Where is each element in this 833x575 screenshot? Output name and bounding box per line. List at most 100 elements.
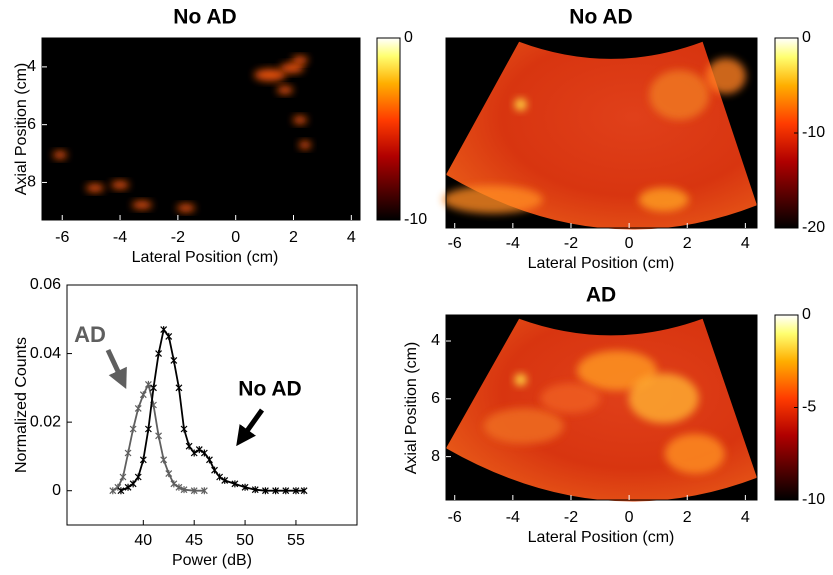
data-marker [190, 449, 198, 457]
data-marker [251, 486, 259, 494]
echo-region [442, 185, 543, 214]
colorbar-tick-label: 0 [802, 306, 811, 323]
data-marker [165, 332, 173, 340]
x-tick-label: 55 [287, 532, 305, 549]
echo-region [577, 350, 658, 391]
x-tick-label: -6 [448, 509, 462, 526]
data-marker [165, 470, 173, 478]
y-tick-label: 8 [431, 448, 440, 465]
echo-region [299, 141, 311, 149]
colorbar-tick-label: -10 [802, 124, 825, 141]
echo-region [628, 373, 699, 424]
y-tick-label: 0 [52, 482, 61, 499]
data-marker [134, 473, 142, 481]
y-tick-label: 0.06 [30, 276, 61, 293]
data-marker [155, 350, 163, 358]
x-axis-label: Lateral Position (cm) [528, 529, 675, 546]
data-marker [144, 380, 152, 388]
data-marker [231, 480, 239, 488]
data-marker [221, 476, 229, 484]
echo-region [540, 383, 601, 414]
data-marker [180, 425, 188, 433]
colorbar [376, 37, 401, 221]
echo-region [86, 184, 104, 192]
data-marker [155, 432, 163, 440]
data-marker [195, 446, 203, 454]
data-marker [180, 486, 188, 494]
echo-region [483, 408, 564, 444]
x-tick-label: 0 [625, 509, 634, 526]
y-axis-label: Axial Position (cm) [403, 342, 420, 474]
echo-region [254, 69, 286, 81]
echo-region [664, 433, 725, 474]
echo-region [705, 58, 746, 94]
x-tick-label: 40 [134, 532, 152, 549]
data-marker [109, 487, 117, 495]
chart-title: No AD [569, 6, 632, 29]
data-marker [134, 404, 142, 412]
data-marker [129, 425, 137, 433]
echo-region [638, 187, 689, 212]
colorbar-tick-label: -10 [404, 211, 427, 228]
data-marker [241, 483, 249, 491]
data-marker [206, 456, 213, 464]
annotation-arrow [105, 348, 127, 390]
data-marker [139, 391, 147, 399]
data-marker [144, 425, 152, 433]
data-marker [160, 326, 168, 334]
x-tick-label: -4 [506, 509, 520, 526]
x-axis-label: Lateral Position (cm) [132, 249, 279, 266]
echo-region [649, 70, 710, 120]
colorbar-tick-label: -10 [802, 491, 825, 508]
x-tick-label: 4 [347, 229, 356, 246]
annotation-arrow [236, 408, 265, 447]
colorbar-tick-label: 0 [802, 29, 811, 46]
image-background [42, 38, 360, 220]
echo-region [111, 181, 129, 189]
echo-region [514, 98, 527, 111]
x-tick-label: -6 [55, 229, 69, 246]
data-marker [150, 384, 157, 392]
chart-title: No AD [173, 6, 236, 29]
y-tick-label: 6 [27, 116, 36, 133]
y-axis-label: Axial Position (cm) [13, 63, 30, 195]
data-marker [261, 487, 269, 495]
data-marker [124, 483, 132, 491]
echo-region [514, 373, 527, 386]
x-tick-label: 2 [683, 509, 692, 526]
axes-frame [445, 314, 758, 501]
y-tick-label: 0.02 [30, 413, 61, 430]
y-tick-label: 8 [27, 174, 36, 191]
data-marker [129, 480, 137, 488]
x-tick-label: -6 [448, 235, 462, 252]
echo-region [277, 86, 293, 94]
x-tick-label: -4 [113, 229, 127, 246]
echo-region [292, 56, 308, 64]
data-marker [190, 487, 198, 495]
data-marker [185, 442, 193, 450]
y-tick-label: 6 [431, 390, 440, 407]
data-marker [139, 456, 147, 464]
x-axis-label: Power (dB) [172, 552, 252, 569]
echo-region [132, 201, 152, 209]
data-marker [216, 473, 224, 481]
echo-region [177, 204, 195, 212]
data-marker [200, 487, 208, 495]
y-axis-label: Normalized Counts [13, 337, 30, 473]
x-tick-label: 2 [683, 235, 692, 252]
annotation: AD [74, 322, 106, 347]
data-marker [170, 480, 178, 488]
y-tick-label: 4 [431, 332, 440, 349]
data-marker [175, 384, 183, 392]
x-tick-label: -2 [564, 509, 578, 526]
axes-frame [41, 37, 361, 221]
data-marker [282, 487, 290, 495]
x-tick-label: -4 [506, 235, 520, 252]
x-tick-label: 50 [236, 532, 254, 549]
data-marker [170, 356, 178, 364]
data-marker [175, 483, 183, 491]
echo-region [280, 63, 304, 73]
colorbar-tick-label: 0 [404, 29, 413, 46]
data-marker [200, 449, 208, 457]
